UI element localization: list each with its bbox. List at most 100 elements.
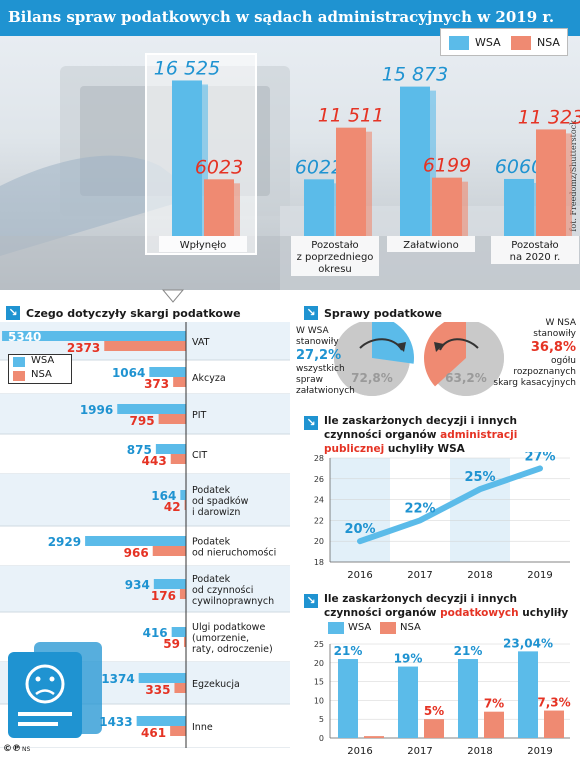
bar-nsa [183,637,186,647]
y-tick-label: 10 [314,696,324,705]
value-label: 16 525 [154,57,220,79]
wsa-share-pct: 27,2% [296,348,342,363]
bar-side-0-0 [202,84,208,237]
value-label-nsa: 176 [151,589,176,603]
data-label: 21% [334,644,363,658]
y-tick-label: 15 [314,678,324,687]
category-label: Pozostało [311,240,358,251]
bar-nsa [158,414,186,424]
arrow-icon: ↘ [304,594,318,608]
bar-nsa [424,719,444,738]
y-tick-label: 28 [314,454,324,463]
bar-nsa [544,710,564,738]
bar-wsa [155,444,186,454]
bar-nsa [174,683,186,693]
title-bar: Bilans spraw podatkowych w sądach admini… [0,0,580,36]
nsa-rest-slice [437,322,504,396]
category-label-bg [159,236,247,252]
y-tick-label: 24 [314,496,324,505]
category-label: cywilnoprawnych [192,596,274,607]
x-tick-label: 2017 [407,746,432,757]
bar2-title-part-1: Ile zaskarżonych decyzji i innych czynno… [324,593,517,619]
bar-wsa [458,659,478,738]
bar-side-1-0 [234,183,240,236]
data-label: 25% [464,470,495,485]
x-tick-label: 2017 [407,570,432,581]
x-tick-label: 2016 [347,570,372,581]
value-label-wsa: 164 [151,489,176,503]
bar-wsa [2,331,187,341]
value-label: 11 511 [318,105,384,127]
wsa-rest-slice [334,322,410,396]
y-tick-label: 5 [319,715,324,724]
tax-legend: WSA NSA [8,354,72,384]
x-tick-label: 2019 [527,746,552,757]
value-label-nsa: 42 [164,500,181,514]
bar2-chart-title: Ile zaskarżonych decyzji i innych czynno… [324,592,578,620]
bar2-chart: 0 5 10 15 20 25 21% 2016 19% 5% 2017 21% 7% 2018 23,04… [314,638,571,757]
bar-nsa [170,454,186,464]
value-label-wsa: 2929 [48,535,81,549]
value-label: 15 873 [382,64,448,86]
value-label-wsa: 1064 [112,366,145,380]
category-label: PIT [192,410,207,421]
wsa-rest-label: 72,8% [351,371,393,385]
data-label: 19% [394,652,423,666]
y-tick-label: 20 [314,659,324,668]
bar-wsa [338,659,358,738]
row-band [0,566,290,612]
line-chart: 18 20 22 24 26 28 20% 2016 22% 2017 25% 2018 27% 2019 [314,452,570,581]
bar-wsa-1 [304,179,334,236]
wsa-share-slice [372,322,414,364]
legend-swatch-wsa [449,36,469,50]
category-label: Inne [192,722,213,733]
x-tick-label: 2018 [467,746,492,757]
bar2-legend-label-wsa: WSA [348,622,372,633]
bar-wsa [136,716,186,726]
bar-side-1-1 [366,131,372,236]
pie-chart: 72,8% 63,2% [334,322,504,396]
data-label: 21% [454,644,483,658]
x-tick-label: 2016 [347,746,372,757]
data-label: 7% [484,697,504,711]
category-label: na 2020 r. [510,252,561,263]
tax-section-title: Czego dotyczyły skargi podatkowe [26,307,241,320]
row-band [0,474,290,526]
tax-legend-swatch-wsa [13,357,25,367]
value-label-wsa: 875 [127,443,152,457]
value-label-nsa: 2373 [67,341,100,355]
arrow-icon: ↘ [6,306,20,320]
y-tick-label: 20 [314,537,324,546]
category-label: i darowizn [192,507,240,518]
bar-nsa [184,500,186,510]
data-label: 23,04% [503,638,553,650]
bar-nsa-0 [204,179,234,236]
category-label: raty, odroczenie) [192,644,273,655]
bar-side-0-2 [430,90,436,236]
bar-nsa [173,377,186,387]
bar-nsa [152,546,186,556]
x-tick-label: 2019 [527,570,552,581]
bar-nsa [179,589,186,599]
value-label-wsa: 5340 [8,330,41,344]
document-sad-face-icon [8,642,102,738]
wsa-share-text-bottom: wszystkich spraw załatwionych [296,364,355,396]
bar-wsa [398,666,418,738]
wsa-share-text-top: W WSA stanowiły [296,326,339,347]
line-title-highlight: administracji publicznej [324,429,518,455]
category-label: z poprzedniego [297,252,374,263]
main-legend: WSA NSA [440,28,568,56]
category-label: od spadków [192,496,249,507]
bar2-legend-swatch-wsa [328,622,344,634]
y-tick-label: 22 [314,516,324,525]
category-label: Egzekucja [192,679,240,690]
nsa-share-slice [424,322,466,387]
sprawy-title: Sprawy podatkowe [324,307,442,320]
value-label: 6023 [195,156,243,178]
bar2-title-part-4: uchyliły [518,607,569,619]
bar-wsa-0 [172,80,202,237]
x-tick-label: 2018 [467,570,492,581]
category-label: CIT [192,450,207,461]
nsa-arrowhead-icon [434,342,444,352]
